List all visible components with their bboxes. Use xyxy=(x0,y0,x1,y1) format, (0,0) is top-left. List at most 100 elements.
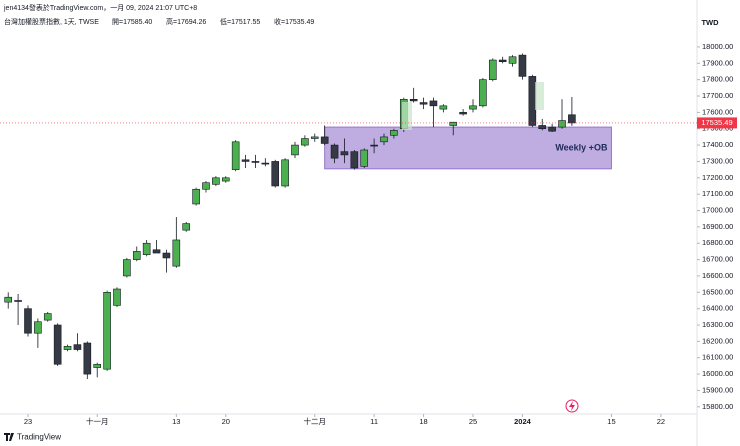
candle-body xyxy=(449,121,458,126)
candle-body xyxy=(202,182,210,190)
candle-body xyxy=(63,345,72,350)
alert-icon-bolt xyxy=(569,401,575,411)
brand: TradingView xyxy=(17,433,61,442)
candle-body xyxy=(469,105,477,110)
candle-body xyxy=(212,177,220,185)
y-tick-label: 16100.00 xyxy=(702,353,733,362)
x-tick-label: 15 xyxy=(607,417,615,426)
y-tick-label: 17100.00 xyxy=(702,189,733,198)
plot-area xyxy=(4,53,612,379)
order-block-zone xyxy=(324,126,612,170)
x-tick-label: 11 xyxy=(370,417,378,426)
candle-body xyxy=(241,159,250,162)
candle-body xyxy=(182,223,191,231)
candle-body xyxy=(103,292,111,370)
last-price-label: 17535.49 xyxy=(701,118,732,127)
y-tick-label: 15900.00 xyxy=(702,385,733,394)
ohlc-open: 開=17585.40 xyxy=(112,18,152,26)
x-tick-label: 十一月 xyxy=(86,416,109,426)
candle-body xyxy=(113,288,121,306)
y-tick-label: 15800.00 xyxy=(702,402,733,411)
x-tick-label: 2024 xyxy=(514,417,532,426)
candle-body xyxy=(508,56,517,64)
candle-body xyxy=(291,144,299,156)
y-tick-label: 17900.00 xyxy=(702,58,733,67)
candle-body xyxy=(320,136,329,144)
currency: TWD xyxy=(701,18,719,27)
candle-body xyxy=(360,149,369,167)
author-line: jen4134發表於TradingView.com，一月 09, 2024 21… xyxy=(3,3,197,12)
symbol: 台灣加權股票指數, 1天, TWSE xyxy=(4,17,99,26)
y-tick-label: 16000.00 xyxy=(702,369,733,378)
candle-body xyxy=(261,162,270,165)
y-tick-label: 17400.00 xyxy=(702,140,733,149)
candle-body xyxy=(380,136,388,143)
y-tick-label: 16600.00 xyxy=(702,271,733,280)
zone-label: Weekly +OB xyxy=(555,142,608,152)
y-tick-label: 17800.00 xyxy=(702,75,733,84)
candle-body xyxy=(271,161,280,187)
candle-body xyxy=(498,59,507,62)
x-tick-label: 18 xyxy=(419,417,427,426)
y-tick-label: 16300.00 xyxy=(702,320,733,329)
y-tick-label: 17600.00 xyxy=(702,107,733,116)
y-tick-label: 16400.00 xyxy=(702,304,733,313)
candle-body xyxy=(429,100,438,107)
candle-body xyxy=(370,144,378,147)
candle-body xyxy=(123,259,131,277)
candle-body xyxy=(390,130,398,136)
candle-body xyxy=(548,126,556,132)
x-tick-label: 13 xyxy=(172,417,180,426)
y-tick-label: 16700.00 xyxy=(702,255,733,264)
y-tick-label: 16800.00 xyxy=(702,238,733,247)
candle-body xyxy=(83,342,92,375)
candle-body xyxy=(192,188,200,205)
candle-body xyxy=(162,252,171,259)
candle-body xyxy=(132,251,141,260)
candle-body xyxy=(93,363,102,368)
imbalance-shade xyxy=(535,82,544,110)
y-tick-label: 16500.00 xyxy=(702,287,733,296)
candle-body xyxy=(459,112,467,115)
candle-body xyxy=(73,344,82,350)
candle-body xyxy=(24,308,32,334)
y-tick-label: 17300.00 xyxy=(702,156,733,165)
candle-body xyxy=(518,54,527,77)
brand-logo xyxy=(4,433,14,441)
candle-body xyxy=(152,249,161,254)
candle-body xyxy=(488,59,497,80)
candle-body xyxy=(281,159,289,187)
ohlc-low: 低=17517.55 xyxy=(220,17,260,26)
candle-body xyxy=(142,242,151,255)
candle-body xyxy=(409,98,418,102)
candle-body xyxy=(568,114,576,124)
alert-icon[interactable] xyxy=(565,399,579,413)
candle-body xyxy=(4,296,13,303)
y-tick-label: 18000.00 xyxy=(702,42,733,51)
x-tick-label: 25 xyxy=(469,417,477,426)
imbalance-shade xyxy=(402,102,412,130)
candle-body xyxy=(528,76,537,126)
candle-body xyxy=(53,324,62,365)
candle-body xyxy=(251,161,260,163)
candle-body xyxy=(172,239,181,267)
x-tick-label: 22 xyxy=(657,417,665,426)
candle-body xyxy=(419,102,428,105)
candle-body xyxy=(34,321,42,334)
y-tick-label: 17700.00 xyxy=(702,91,733,100)
candle-body xyxy=(350,151,359,169)
candle-body xyxy=(330,144,339,159)
candle-body xyxy=(43,313,52,321)
x-tick-label: 20 xyxy=(222,417,230,426)
candle-body xyxy=(14,300,22,302)
candle-body xyxy=(310,136,319,139)
y-tick-label: 17000.00 xyxy=(702,206,733,215)
y-tick-label: 17200.00 xyxy=(702,173,733,182)
candle-body xyxy=(479,79,487,107)
candle-body xyxy=(340,151,349,156)
candle-body xyxy=(538,125,547,130)
ohlc-close: 收=17535.49 xyxy=(274,17,314,26)
last-price-box xyxy=(697,117,737,129)
